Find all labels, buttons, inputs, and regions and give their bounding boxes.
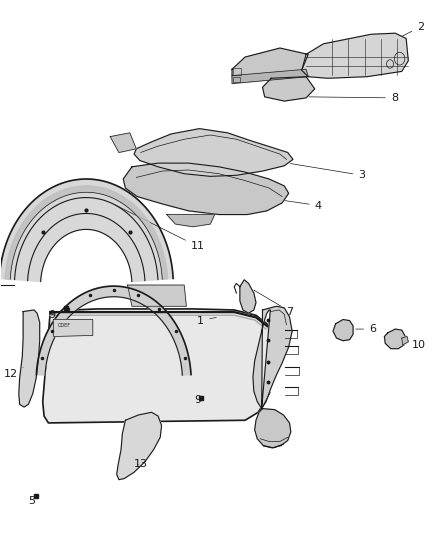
- Text: 2: 2: [400, 22, 424, 37]
- Text: 4: 4: [285, 200, 322, 211]
- Polygon shape: [5, 186, 167, 279]
- Polygon shape: [232, 69, 308, 84]
- Polygon shape: [53, 319, 93, 336]
- Polygon shape: [110, 133, 136, 152]
- Text: 13: 13: [134, 459, 148, 469]
- Polygon shape: [262, 77, 315, 101]
- Text: 9: 9: [194, 395, 201, 405]
- Polygon shape: [117, 413, 162, 480]
- Polygon shape: [36, 286, 191, 375]
- Text: 9: 9: [48, 309, 64, 320]
- Polygon shape: [123, 163, 289, 215]
- Text: 11: 11: [115, 205, 205, 252]
- Polygon shape: [402, 336, 408, 345]
- Polygon shape: [232, 48, 308, 81]
- Text: CDEF: CDEF: [58, 324, 71, 328]
- Polygon shape: [385, 329, 405, 349]
- Polygon shape: [302, 33, 408, 78]
- Text: 12: 12: [4, 367, 23, 378]
- Text: 1: 1: [197, 316, 216, 326]
- Text: 3: 3: [290, 164, 365, 180]
- Polygon shape: [127, 285, 186, 306]
- Polygon shape: [43, 309, 272, 423]
- Text: 5: 5: [28, 496, 35, 506]
- Polygon shape: [333, 319, 353, 341]
- Bar: [233, 68, 241, 75]
- Text: 8: 8: [309, 93, 398, 103]
- Polygon shape: [240, 280, 256, 313]
- Polygon shape: [254, 409, 291, 448]
- Polygon shape: [167, 215, 215, 227]
- Polygon shape: [253, 306, 292, 409]
- Polygon shape: [134, 128, 293, 176]
- Text: 10: 10: [406, 340, 425, 350]
- Polygon shape: [0, 179, 173, 281]
- Text: 7: 7: [254, 290, 293, 317]
- Polygon shape: [19, 310, 40, 407]
- Text: 6: 6: [356, 324, 376, 334]
- Bar: [233, 77, 240, 82]
